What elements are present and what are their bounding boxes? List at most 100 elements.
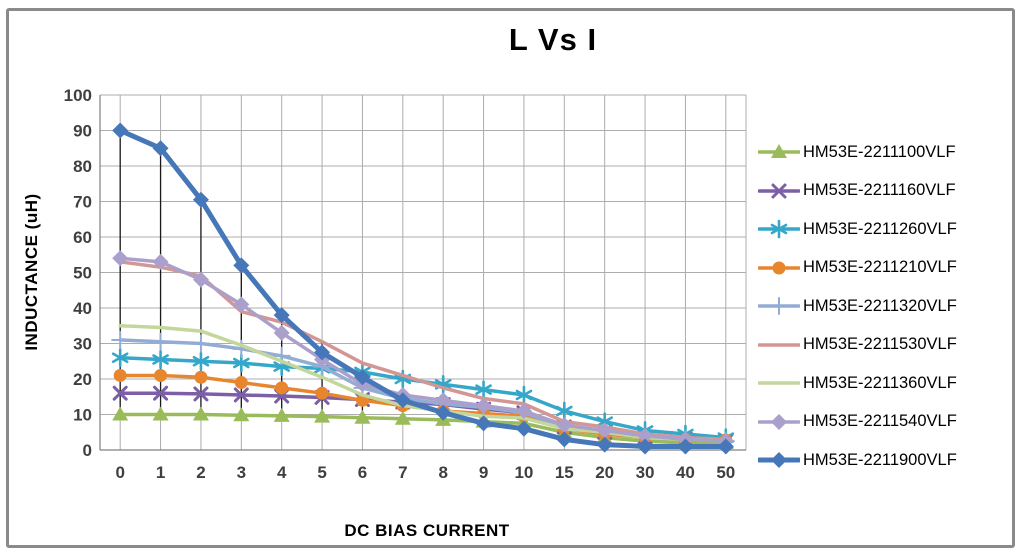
marker-diamond bbox=[112, 250, 129, 267]
marker-diamond bbox=[233, 296, 250, 313]
chart-frame bbox=[6, 8, 1015, 548]
marker-x bbox=[233, 387, 249, 403]
marker-circle bbox=[194, 370, 208, 384]
marker-x bbox=[193, 386, 209, 402]
y-tick-label: 60 bbox=[73, 228, 92, 247]
series-line bbox=[117, 128, 729, 449]
x-tick-label: 30 bbox=[636, 463, 655, 482]
marker-diamond bbox=[556, 431, 573, 448]
legend-item: HM53E-2211160VLF bbox=[758, 172, 1018, 211]
legend-label: HM53E-2211210VLF bbox=[803, 258, 957, 277]
legend-label: HM53E-2211900VLF bbox=[803, 450, 957, 469]
x-tick-label: 15 bbox=[555, 463, 574, 482]
marker-diamond bbox=[354, 369, 371, 386]
y-tick-label: 20 bbox=[73, 370, 92, 389]
marker-diamond bbox=[771, 452, 787, 469]
marker-diamond bbox=[152, 140, 169, 157]
marker-diamond bbox=[192, 191, 209, 208]
legend-item: HM53E-2211530VLF bbox=[758, 326, 1018, 365]
marker-diamond bbox=[637, 427, 654, 444]
marker-triangle bbox=[192, 406, 209, 421]
marker-circle bbox=[234, 376, 248, 390]
x-tick-label: 7 bbox=[398, 463, 407, 482]
marker-diamond bbox=[717, 438, 734, 455]
x-tick-label: 8 bbox=[438, 463, 447, 482]
series-line bbox=[118, 338, 728, 443]
marker-triangle bbox=[112, 406, 129, 421]
marker-triangle bbox=[314, 408, 331, 423]
marker-asterisk bbox=[111, 348, 129, 368]
marker-diamond bbox=[475, 397, 492, 414]
marker-triangle bbox=[354, 409, 371, 424]
chart-title: L Vs I bbox=[508, 22, 598, 57]
marker-x bbox=[771, 183, 787, 199]
x-tick-label: 5 bbox=[317, 463, 326, 482]
marker-triangle bbox=[273, 407, 290, 422]
legend-swatch bbox=[758, 297, 800, 316]
x-tick-label: 4 bbox=[277, 463, 287, 482]
x-tick-label: 10 bbox=[514, 463, 533, 482]
legend-label: HM53E-2211160VLF bbox=[803, 181, 956, 200]
legend-swatch bbox=[758, 219, 800, 239]
x-axis-title: DC BIAS CURRENT bbox=[344, 521, 510, 540]
legend-item: HM53E-2211100VLF bbox=[758, 133, 1018, 172]
x-tick-label: 0 bbox=[115, 463, 124, 482]
marker-circle bbox=[315, 386, 329, 400]
legend-label: HM53E-2211530VLF bbox=[803, 335, 957, 354]
marker-asterisk bbox=[152, 350, 169, 369]
marker-diamond bbox=[515, 402, 532, 419]
marker-diamond bbox=[192, 271, 209, 288]
marker-diamond bbox=[515, 420, 532, 437]
legend-swatch bbox=[758, 452, 800, 469]
legend-item: HM53E-2211260VLF bbox=[758, 210, 1018, 249]
legend-label: HM53E-2211540VLF bbox=[803, 412, 957, 431]
y-tick-label: 10 bbox=[73, 406, 92, 425]
legend-swatch bbox=[758, 144, 800, 159]
marker-triangle bbox=[394, 410, 411, 425]
marker-diamond bbox=[637, 438, 654, 455]
legend-swatch bbox=[758, 413, 800, 430]
x-tick-label: 9 bbox=[479, 463, 488, 482]
legend-label: HM53E-2211260VLF bbox=[803, 219, 957, 238]
legend-item: HM53E-2211540VLF bbox=[758, 403, 1018, 442]
marker-circle bbox=[154, 368, 168, 382]
y-tick-label: 40 bbox=[73, 299, 92, 318]
legend-item: HM53E-2211210VLF bbox=[758, 249, 1018, 288]
x-tick-label: 40 bbox=[676, 463, 695, 482]
marker-diamond bbox=[273, 324, 290, 341]
x-tick-label: 50 bbox=[716, 463, 735, 482]
y-tick-label: 0 bbox=[83, 441, 92, 460]
y-tick-label: 80 bbox=[73, 157, 92, 176]
marker-asterisk bbox=[192, 351, 210, 371]
series-line bbox=[118, 260, 728, 442]
marker-asterisk bbox=[770, 219, 788, 239]
legend: HM53E-2211100VLF HM53E-2211160VLF HM53E-22… bbox=[758, 133, 1018, 480]
legend-label: HM53E-2211320VLF bbox=[803, 296, 957, 315]
y-tick-label: 30 bbox=[73, 335, 92, 354]
x-tick-label: 20 bbox=[595, 463, 614, 482]
marker-diamond bbox=[771, 413, 787, 430]
marker-diamond bbox=[273, 307, 290, 324]
marker-triangle bbox=[152, 406, 169, 421]
marker-plus bbox=[770, 297, 788, 316]
y-axis-title: INDUCTANCE (uH) bbox=[22, 193, 41, 351]
series-line bbox=[118, 412, 728, 445]
marker-triangle bbox=[233, 407, 250, 422]
marker-circle bbox=[113, 368, 127, 382]
marker-diamond bbox=[152, 253, 169, 270]
x-tick-label: 1 bbox=[156, 463, 165, 482]
marker-diamond bbox=[596, 422, 613, 439]
x-tick-label: 3 bbox=[237, 463, 246, 482]
marker-x bbox=[153, 385, 169, 401]
marker-diamond bbox=[556, 417, 573, 434]
y-tick-label: 70 bbox=[73, 193, 92, 212]
marker-diamond bbox=[394, 392, 411, 409]
legend-swatch bbox=[758, 343, 800, 347]
marker-diamond bbox=[475, 415, 492, 432]
legend-item: HM53E-2211900VLF bbox=[758, 441, 1018, 480]
x-tick-label: 6 bbox=[358, 463, 367, 482]
marker-plus bbox=[191, 334, 210, 353]
marker-diamond bbox=[233, 257, 250, 274]
